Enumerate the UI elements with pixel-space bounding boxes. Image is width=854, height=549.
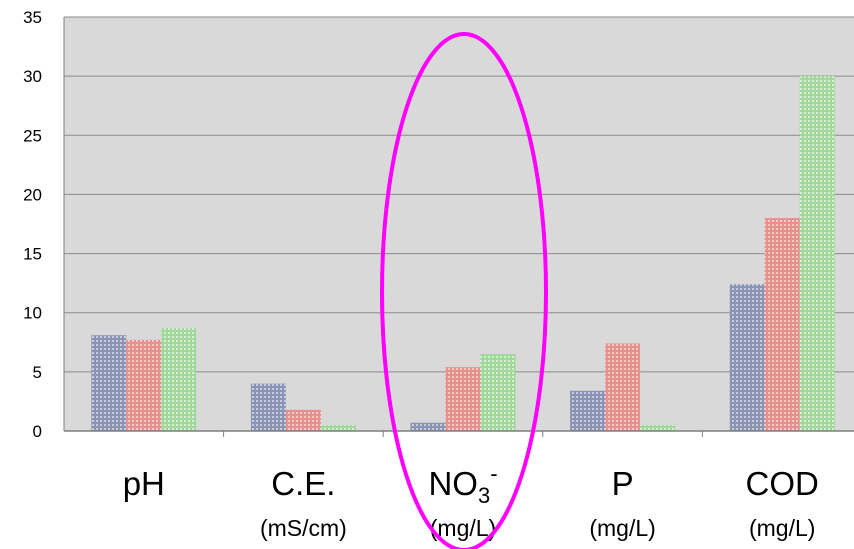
category-label: C.E. bbox=[271, 465, 335, 502]
y-tick-label: 5 bbox=[33, 363, 42, 382]
y-tick-label: 10 bbox=[23, 304, 42, 323]
y-tick-label: 25 bbox=[23, 126, 42, 145]
bar-ce-series-2 bbox=[285, 409, 321, 431]
y-axis-ticks: 0 5 10 15 20 25 30 35 bbox=[23, 8, 42, 441]
y-tick-label: 0 bbox=[33, 422, 42, 441]
category-unit-label: (mg/L) bbox=[749, 515, 815, 541]
y-tick-label: 20 bbox=[23, 185, 42, 204]
highlight-ellipse bbox=[380, 32, 548, 549]
bar-no3-series-3 bbox=[480, 354, 516, 431]
bar-ph-series-3 bbox=[161, 328, 197, 431]
bars bbox=[91, 76, 835, 432]
bar-ce-series-3 bbox=[320, 425, 356, 431]
bar-ph-series-1 bbox=[91, 335, 127, 431]
y-tick-label: 30 bbox=[23, 67, 42, 86]
bar-ph-series-2 bbox=[126, 339, 162, 431]
axes bbox=[63, 17, 854, 437]
category-unit-label: (mg/L) bbox=[589, 515, 655, 541]
category-label: pH bbox=[123, 465, 165, 502]
bar-ce-series-1 bbox=[250, 383, 286, 431]
bar-no3-series-2 bbox=[445, 367, 481, 431]
y-tick-label: 15 bbox=[23, 245, 42, 264]
y-tick-label: 35 bbox=[23, 8, 42, 27]
bar-p-series-2 bbox=[605, 343, 641, 431]
bar-no3-series-1 bbox=[410, 422, 446, 431]
category-unit-label: (mS/cm) bbox=[260, 515, 347, 541]
bar-cod-series-2 bbox=[764, 218, 800, 431]
bar-cod-series-1 bbox=[729, 284, 765, 431]
category-label: NO3- bbox=[428, 461, 497, 508]
bar-cod-series-3 bbox=[799, 76, 835, 432]
x-axis-labels: pH C.E. (mS/cm) NO3- (mg/L) P (mg/L) COD (mg/L) bbox=[123, 461, 819, 541]
bar-p-series-1 bbox=[570, 390, 606, 431]
gridlines bbox=[64, 16, 854, 373]
bar-p-series-3 bbox=[640, 425, 676, 431]
category-label: P bbox=[612, 465, 634, 502]
category-label: COD bbox=[746, 465, 819, 502]
category-unit-label: (mg/L) bbox=[430, 515, 496, 541]
